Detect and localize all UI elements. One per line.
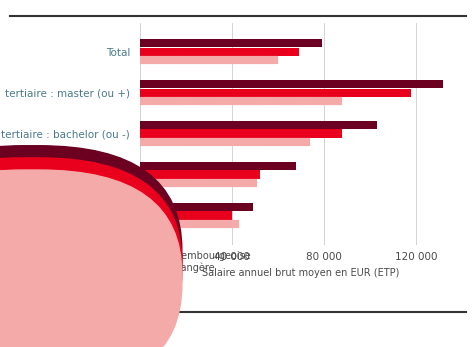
Bar — [140, 220, 239, 228]
Bar — [140, 39, 322, 47]
Bar — [140, 179, 258, 187]
Bar — [140, 129, 342, 138]
X-axis label: Salaire annuel brut moyen en EUR (ETP): Salaire annuel brut moyen en EUR (ETP) — [202, 268, 400, 278]
Bar — [140, 56, 278, 64]
Bar — [140, 80, 443, 88]
Text: Frontaliers: Frontaliers — [45, 276, 97, 285]
Bar — [140, 138, 310, 146]
Bar — [140, 121, 377, 129]
Bar — [140, 170, 260, 179]
Text: Résidents de nationalité étrangère: Résidents de nationalité étrangère — [45, 263, 215, 273]
Bar — [140, 162, 297, 170]
Text: Résidents de nationalité luxembourgeoise: Résidents de nationalité luxembourgeoise — [45, 251, 251, 261]
Text: Source : STATEC (ESS2018): Source : STATEC (ESS2018) — [14, 329, 137, 338]
Bar — [140, 211, 232, 220]
Bar — [140, 97, 342, 105]
Bar — [140, 48, 299, 56]
Bar — [140, 88, 411, 97]
Bar — [140, 203, 253, 211]
